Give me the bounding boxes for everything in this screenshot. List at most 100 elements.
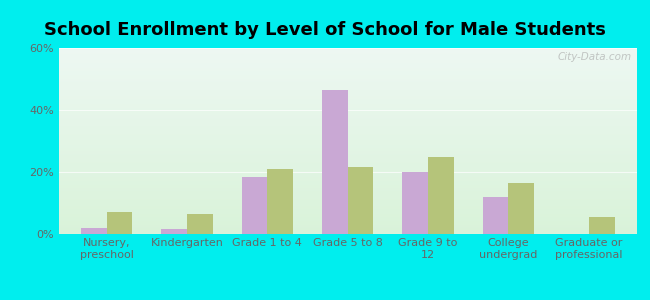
Bar bbox=[58, 226, 637, 227]
Bar bbox=[58, 199, 637, 200]
Bar bbox=[58, 151, 637, 152]
Bar bbox=[58, 206, 637, 207]
Bar bbox=[58, 141, 637, 142]
Bar bbox=[58, 190, 637, 191]
Bar bbox=[58, 145, 637, 146]
Bar bbox=[58, 114, 637, 115]
Bar bbox=[58, 155, 637, 156]
Bar bbox=[58, 99, 637, 100]
Bar bbox=[58, 54, 637, 55]
Bar bbox=[58, 95, 637, 96]
Bar bbox=[58, 61, 637, 62]
Bar bbox=[58, 231, 637, 232]
Bar bbox=[58, 194, 637, 195]
Bar bbox=[58, 80, 637, 82]
Bar bbox=[322, 90, 348, 234]
Bar bbox=[58, 105, 637, 106]
Bar bbox=[58, 222, 637, 223]
Bar bbox=[58, 89, 637, 90]
Bar bbox=[58, 211, 637, 212]
Bar bbox=[58, 101, 637, 102]
Bar bbox=[58, 82, 637, 83]
Bar bbox=[58, 121, 637, 122]
Bar bbox=[58, 202, 637, 203]
Bar bbox=[58, 173, 637, 175]
Bar bbox=[58, 104, 637, 105]
Bar bbox=[58, 131, 637, 132]
Bar bbox=[58, 171, 637, 172]
Bar bbox=[58, 165, 637, 166]
Bar bbox=[58, 52, 637, 53]
Bar bbox=[58, 111, 637, 112]
Bar bbox=[58, 164, 637, 165]
Bar bbox=[58, 84, 637, 85]
Bar bbox=[58, 108, 637, 110]
Bar bbox=[58, 128, 637, 129]
Bar bbox=[58, 51, 637, 52]
Bar bbox=[58, 186, 637, 187]
Bar bbox=[58, 139, 637, 140]
Bar bbox=[58, 83, 637, 84]
Bar bbox=[58, 116, 637, 117]
Bar bbox=[267, 169, 293, 234]
Bar bbox=[58, 115, 637, 116]
Bar bbox=[58, 71, 637, 72]
Bar bbox=[58, 112, 637, 113]
Bar bbox=[58, 90, 637, 91]
Bar bbox=[58, 103, 637, 104]
Bar bbox=[58, 74, 637, 75]
Bar bbox=[58, 57, 637, 58]
Bar bbox=[483, 197, 508, 234]
Bar bbox=[58, 162, 637, 163]
Bar bbox=[58, 58, 637, 59]
Bar bbox=[58, 189, 637, 190]
Bar bbox=[58, 88, 637, 89]
Bar bbox=[58, 156, 637, 157]
Bar bbox=[58, 232, 637, 233]
Bar bbox=[58, 137, 637, 138]
Bar bbox=[58, 210, 637, 211]
Bar bbox=[58, 179, 637, 180]
Bar bbox=[58, 142, 637, 143]
Bar bbox=[58, 176, 637, 177]
Bar bbox=[58, 195, 637, 196]
Bar bbox=[58, 224, 637, 225]
Bar bbox=[58, 153, 637, 154]
Bar bbox=[58, 56, 637, 57]
Bar bbox=[58, 77, 637, 78]
Bar bbox=[58, 170, 637, 171]
Bar bbox=[58, 124, 637, 125]
Bar bbox=[58, 48, 637, 49]
Bar bbox=[58, 230, 637, 231]
Bar bbox=[58, 68, 637, 69]
Bar bbox=[58, 169, 637, 170]
Bar bbox=[58, 79, 637, 80]
Bar bbox=[58, 188, 637, 189]
Bar bbox=[58, 106, 637, 107]
Bar bbox=[58, 86, 637, 87]
Bar bbox=[58, 120, 637, 121]
Bar bbox=[58, 185, 637, 186]
Bar bbox=[58, 138, 637, 139]
Bar bbox=[58, 50, 637, 51]
Bar bbox=[58, 183, 637, 184]
Bar bbox=[348, 167, 374, 234]
Bar bbox=[58, 62, 637, 63]
Bar bbox=[58, 72, 637, 73]
Bar bbox=[58, 184, 637, 185]
Bar bbox=[58, 94, 637, 95]
Bar bbox=[58, 220, 637, 221]
Text: City-Data.com: City-Data.com bbox=[557, 52, 631, 62]
Bar bbox=[58, 130, 637, 131]
Bar bbox=[58, 63, 637, 64]
Bar bbox=[58, 158, 637, 159]
Bar bbox=[161, 229, 187, 234]
Bar bbox=[58, 191, 637, 192]
Bar bbox=[58, 133, 637, 134]
Bar bbox=[58, 70, 637, 71]
Bar bbox=[58, 122, 637, 123]
Bar bbox=[58, 150, 637, 151]
Bar bbox=[402, 172, 428, 234]
Bar bbox=[58, 64, 637, 65]
Bar bbox=[58, 53, 637, 54]
